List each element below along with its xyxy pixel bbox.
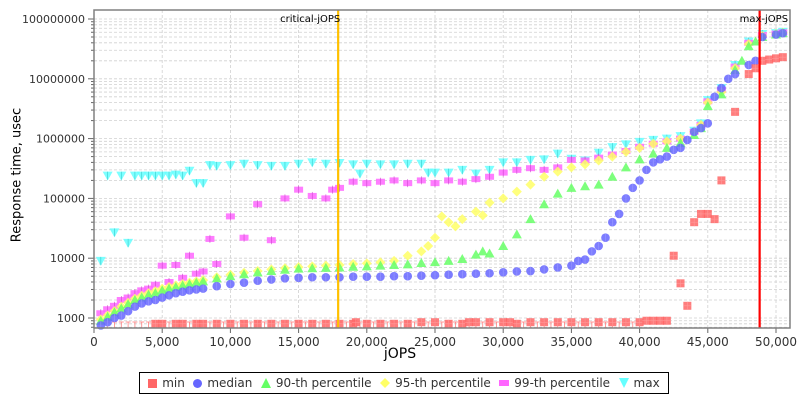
svg-text:1000: 1000 [57, 312, 85, 325]
svg-text:10,000: 10,000 [209, 335, 251, 349]
data-points [95, 27, 788, 330]
series-median [96, 28, 788, 330]
legend-label: 99-th percentile [514, 376, 611, 390]
svg-text:25,000: 25,000 [414, 335, 456, 349]
legend-item-max: max [618, 376, 660, 390]
svg-text:100000: 100000 [43, 192, 85, 205]
svg-text:50,000: 50,000 [755, 335, 797, 349]
legend-item-min: min [148, 376, 185, 390]
svg-text:5,000: 5,000 [145, 335, 179, 349]
y-axis-label: Response time, usec [9, 107, 25, 243]
series-min [151, 53, 787, 328]
svg-text:40,000: 40,000 [619, 335, 661, 349]
y-axis-ticks: 1000 10000 100000 1000000 10000000 100000000 [22, 13, 94, 328]
circle-marker-icon [193, 378, 203, 388]
svg-text:max-jOPS: max-jOPS [740, 14, 788, 25]
legend-label: max [633, 376, 660, 390]
svg-text:10000: 10000 [50, 252, 85, 265]
svg-text:100000000: 100000000 [22, 13, 85, 26]
legend-label: min [162, 376, 185, 390]
triangle-up-marker-icon [260, 378, 271, 388]
legend-item-99th: 99-th percentile [499, 376, 610, 390]
svg-text:20,000: 20,000 [346, 335, 388, 349]
svg-text:30,000: 30,000 [482, 335, 524, 349]
legend-item-95th: 95-th percentile [380, 376, 491, 390]
legend: min median 90-th percentile 95-th percen… [139, 372, 669, 394]
svg-text:45,000: 45,000 [687, 335, 729, 349]
legend-label: 90-th percentile [275, 376, 372, 390]
legend-label: median [207, 376, 253, 390]
svg-text:0: 0 [90, 335, 98, 349]
svg-text:1000000: 1000000 [36, 133, 85, 146]
series-max [95, 27, 788, 266]
triangle-down-marker-icon [618, 378, 629, 388]
legend-item-90th: 90-th percentile [260, 376, 372, 390]
legend-label: 95-th percentile [395, 376, 491, 390]
svg-text:10000000: 10000000 [29, 73, 85, 86]
diamond-marker-icon [380, 378, 391, 388]
legend-item-median: median [193, 376, 252, 390]
svg-text:critical-jOPS: critical-jOPS [280, 14, 340, 25]
square-marker-icon [148, 378, 158, 388]
svg-text:15,000: 15,000 [278, 335, 320, 349]
square-cross-marker-icon [499, 380, 510, 386]
x-axis-label: jOPS [383, 346, 417, 362]
annotation-lines: critical-jOPS max-jOPS [280, 10, 788, 328]
svg-text:35,000: 35,000 [550, 335, 592, 349]
plot-frame [93, 9, 791, 329]
series-99-th-percentile [96, 28, 788, 318]
x-axis-ticks: 0 5,000 10,000 15,000 20,000 25,000 30,000 35,0… [90, 328, 797, 349]
